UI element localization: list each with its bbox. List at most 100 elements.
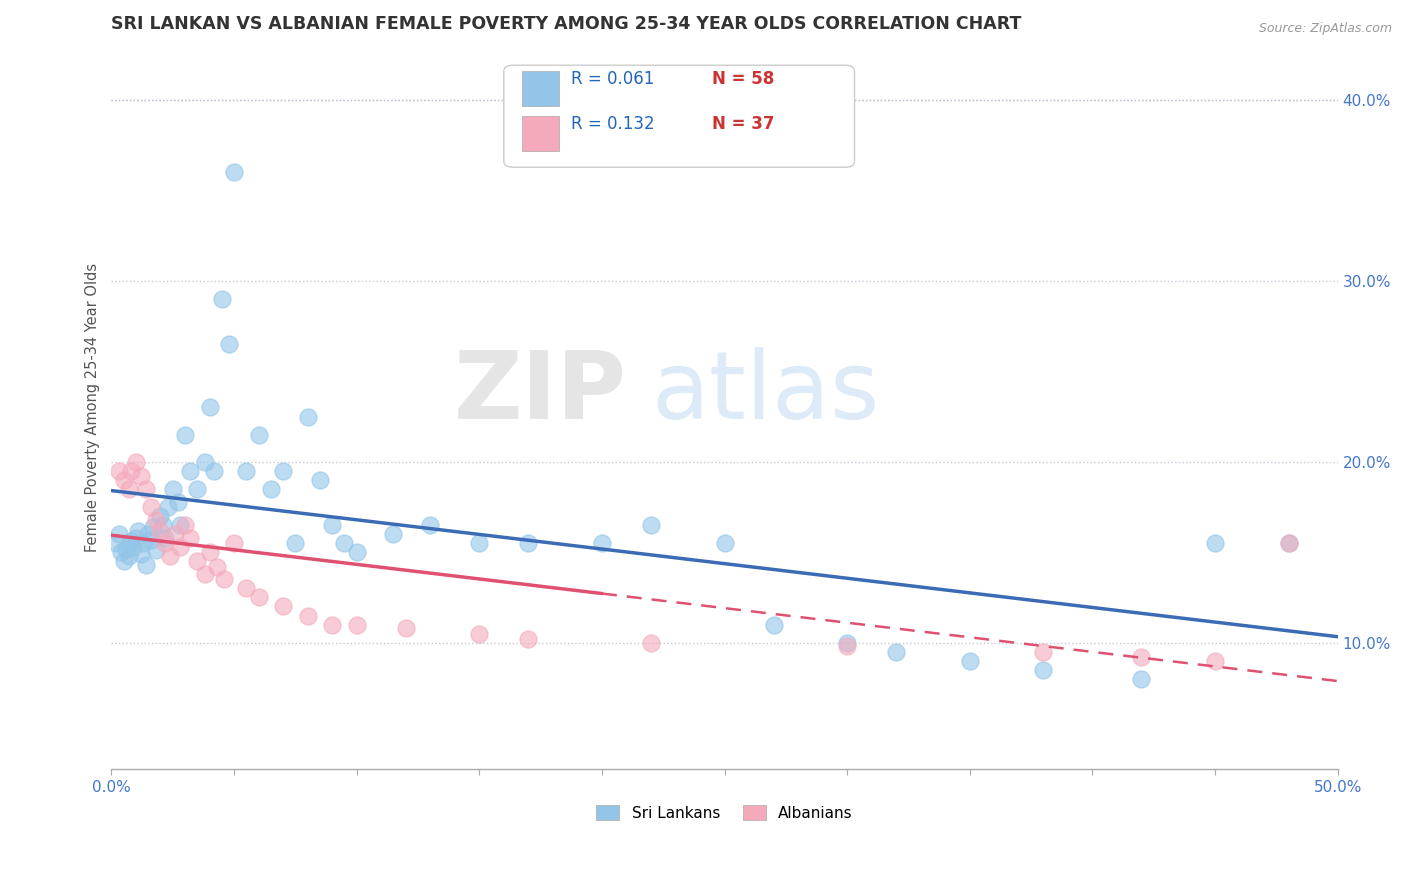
Point	[222, 165, 245, 179]
Point	[145, 513, 167, 527]
Point	[194, 455, 217, 469]
Point	[468, 626, 491, 640]
Point	[198, 401, 221, 415]
Point	[235, 464, 257, 478]
Point	[174, 427, 197, 442]
Point	[105, 536, 128, 550]
Y-axis label: Female Poverty Among 25-34 Year Olds: Female Poverty Among 25-34 Year Olds	[86, 263, 100, 552]
Point	[517, 536, 540, 550]
Point	[198, 545, 221, 559]
Point	[155, 531, 177, 545]
Point	[218, 337, 240, 351]
Point	[125, 531, 148, 545]
Legend: Sri Lankans, Albanians: Sri Lankans, Albanians	[591, 798, 859, 827]
Point	[135, 558, 157, 572]
Point	[297, 409, 319, 424]
Point	[1130, 672, 1153, 686]
Point	[884, 645, 907, 659]
Point	[156, 500, 179, 514]
Point	[1032, 645, 1054, 659]
Point	[284, 536, 307, 550]
Point	[321, 617, 343, 632]
Point	[152, 518, 174, 533]
Point	[309, 473, 332, 487]
Point	[112, 554, 135, 568]
Point	[149, 509, 172, 524]
Point	[139, 533, 162, 547]
Point	[186, 482, 208, 496]
Point	[1204, 654, 1226, 668]
Point	[132, 536, 155, 550]
Point	[235, 582, 257, 596]
Point	[212, 572, 235, 586]
Point	[112, 473, 135, 487]
Point	[260, 482, 283, 496]
Point	[179, 531, 201, 545]
Point	[346, 545, 368, 559]
Point	[120, 534, 142, 549]
Point	[1130, 650, 1153, 665]
Point	[247, 427, 270, 442]
Point	[120, 464, 142, 478]
Point	[159, 549, 181, 563]
Point	[1032, 663, 1054, 677]
Point	[194, 566, 217, 581]
Point	[1277, 536, 1299, 550]
Point	[321, 518, 343, 533]
Point	[135, 482, 157, 496]
Point	[129, 547, 152, 561]
Text: N = 58: N = 58	[713, 70, 775, 88]
Point	[713, 536, 735, 550]
Point	[169, 518, 191, 533]
Point	[129, 469, 152, 483]
Point	[139, 500, 162, 514]
Point	[202, 464, 225, 478]
Point	[136, 527, 159, 541]
Point	[837, 640, 859, 654]
Point	[165, 527, 187, 541]
Point	[115, 541, 138, 556]
Point	[117, 549, 139, 563]
Point	[186, 554, 208, 568]
Point	[174, 518, 197, 533]
Point	[1277, 536, 1299, 550]
Point	[125, 455, 148, 469]
Text: Source: ZipAtlas.com: Source: ZipAtlas.com	[1258, 22, 1392, 36]
Point	[117, 482, 139, 496]
Point	[155, 536, 177, 550]
Point	[271, 464, 294, 478]
Point	[179, 464, 201, 478]
Point	[142, 520, 165, 534]
Point	[517, 632, 540, 646]
Point	[247, 591, 270, 605]
Point	[1204, 536, 1226, 550]
Point	[382, 527, 405, 541]
Point	[122, 540, 145, 554]
Text: atlas: atlas	[651, 347, 879, 439]
Point	[959, 654, 981, 668]
Point	[271, 599, 294, 614]
Point	[107, 527, 129, 541]
Point	[149, 524, 172, 538]
Point	[837, 635, 859, 649]
Point	[211, 292, 233, 306]
Point	[162, 482, 184, 496]
Point	[419, 518, 441, 533]
Point	[222, 536, 245, 550]
Text: ZIP: ZIP	[454, 347, 627, 439]
Text: R = 0.061: R = 0.061	[571, 70, 655, 88]
Text: SRI LANKAN VS ALBANIAN FEMALE POVERTY AMONG 25-34 YEAR OLDS CORRELATION CHART: SRI LANKAN VS ALBANIAN FEMALE POVERTY AM…	[111, 15, 1022, 33]
Point	[169, 540, 191, 554]
Point	[127, 524, 149, 538]
Point	[640, 635, 662, 649]
Point	[107, 464, 129, 478]
Bar	[522, 71, 560, 106]
Point	[395, 621, 418, 635]
Point	[110, 545, 132, 559]
Point	[145, 543, 167, 558]
Point	[640, 518, 662, 533]
Text: R = 0.132: R = 0.132	[571, 115, 655, 133]
Point	[762, 617, 785, 632]
Text: N = 37: N = 37	[713, 115, 775, 133]
Point	[591, 536, 613, 550]
